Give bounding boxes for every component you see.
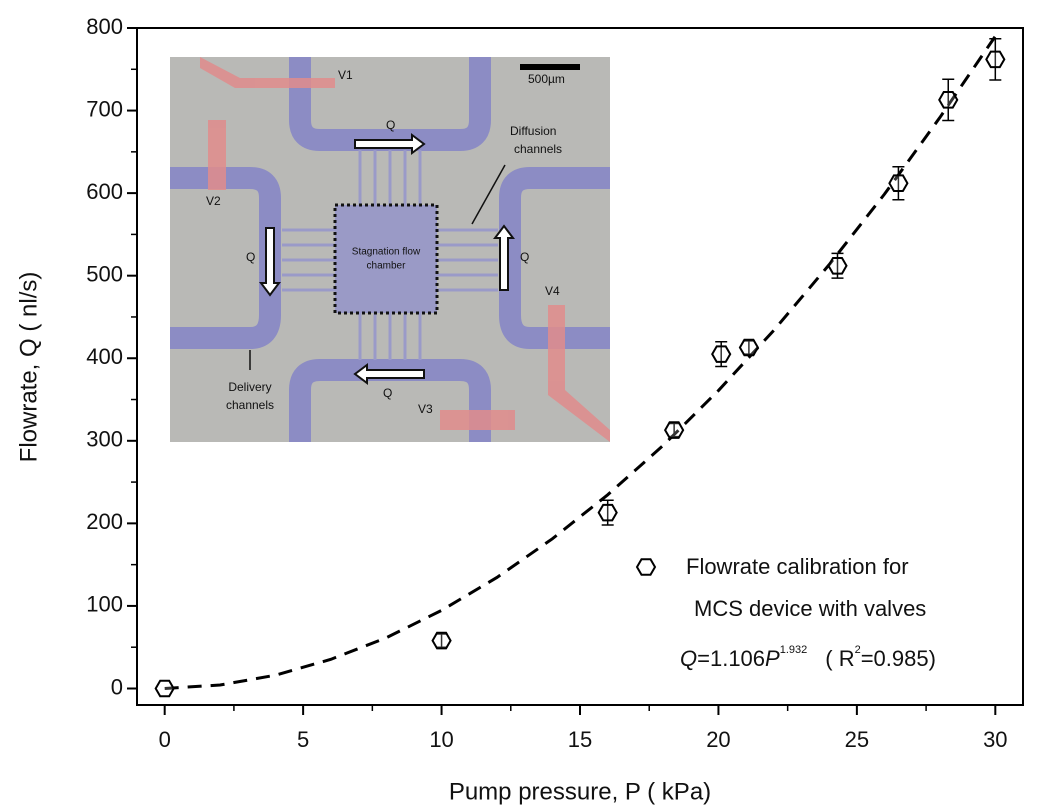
x-tick-label: 15 xyxy=(568,727,592,752)
y-tick-label: 800 xyxy=(86,14,123,39)
error-bar xyxy=(435,633,448,648)
fit-equation: Q=1.106P1.932( R2=0.985) xyxy=(680,644,936,671)
inset-photo xyxy=(170,57,610,442)
fit-line xyxy=(164,35,997,690)
error-bar xyxy=(742,340,755,355)
data-point xyxy=(597,503,618,522)
inset-label: V2 xyxy=(206,194,221,208)
inset-label: Q xyxy=(383,386,392,400)
x-tick-label: 30 xyxy=(983,727,1007,752)
inset-label: V3 xyxy=(418,402,433,416)
inset-label: Q xyxy=(386,118,395,132)
inset-labels: V1 V2 V3 V4 Q Q Q Q 500µm Diffusion chan… xyxy=(206,68,565,416)
data-point xyxy=(938,91,959,109)
data-point xyxy=(888,174,909,193)
y-tick-label: 500 xyxy=(86,261,123,286)
data-point xyxy=(738,338,760,357)
data-point xyxy=(431,631,452,650)
inset-label: Delivery xyxy=(228,380,271,394)
inset-label: Diffusion xyxy=(510,124,556,138)
inset-label: Q xyxy=(520,250,529,264)
x-tick-label: 0 xyxy=(159,727,171,752)
legend-label: MCS device with valves xyxy=(694,596,926,621)
x-tick-label: 10 xyxy=(429,727,453,752)
inset-label: chamber xyxy=(367,261,407,272)
inset-label: channels xyxy=(226,398,274,412)
inset-label: V1 xyxy=(338,68,353,82)
error-bar xyxy=(989,37,1002,81)
y-tick-label: 100 xyxy=(86,592,123,617)
data-point xyxy=(827,256,848,275)
error-bar xyxy=(942,78,955,122)
y-tick-label: 600 xyxy=(86,179,123,204)
y-tick-label: 400 xyxy=(86,344,123,369)
data-point xyxy=(711,345,732,363)
y-axis-title: Flowrate, Q ( nl/s) xyxy=(15,272,42,463)
x-tick-label: 25 xyxy=(845,727,869,752)
inset-label: Q xyxy=(246,250,255,264)
y-tick-label: 700 xyxy=(86,96,123,121)
y-tick-label: 300 xyxy=(86,427,123,452)
x-tick-label: 5 xyxy=(297,727,309,752)
y-tick-label: 0 xyxy=(111,674,123,699)
data-point xyxy=(663,421,685,439)
inset-label: Stagnation flow xyxy=(352,247,421,258)
legend-marker xyxy=(635,558,657,576)
y-tick-label: 200 xyxy=(86,509,123,534)
x-axis-title: Pump pressure, P ( kPa) xyxy=(449,778,711,805)
data-point xyxy=(154,679,175,698)
error-bar xyxy=(668,422,681,438)
error-bar xyxy=(892,165,905,201)
inset-label: 500µm xyxy=(528,72,565,86)
legend: Flowrate calibration for MCS device with… xyxy=(680,554,936,671)
inset-label: V4 xyxy=(545,284,560,298)
inset-label: channels xyxy=(514,142,562,156)
legend-label: Flowrate calibration for xyxy=(686,554,909,579)
x-tick-label: 20 xyxy=(706,727,730,752)
data-point xyxy=(985,50,1006,69)
